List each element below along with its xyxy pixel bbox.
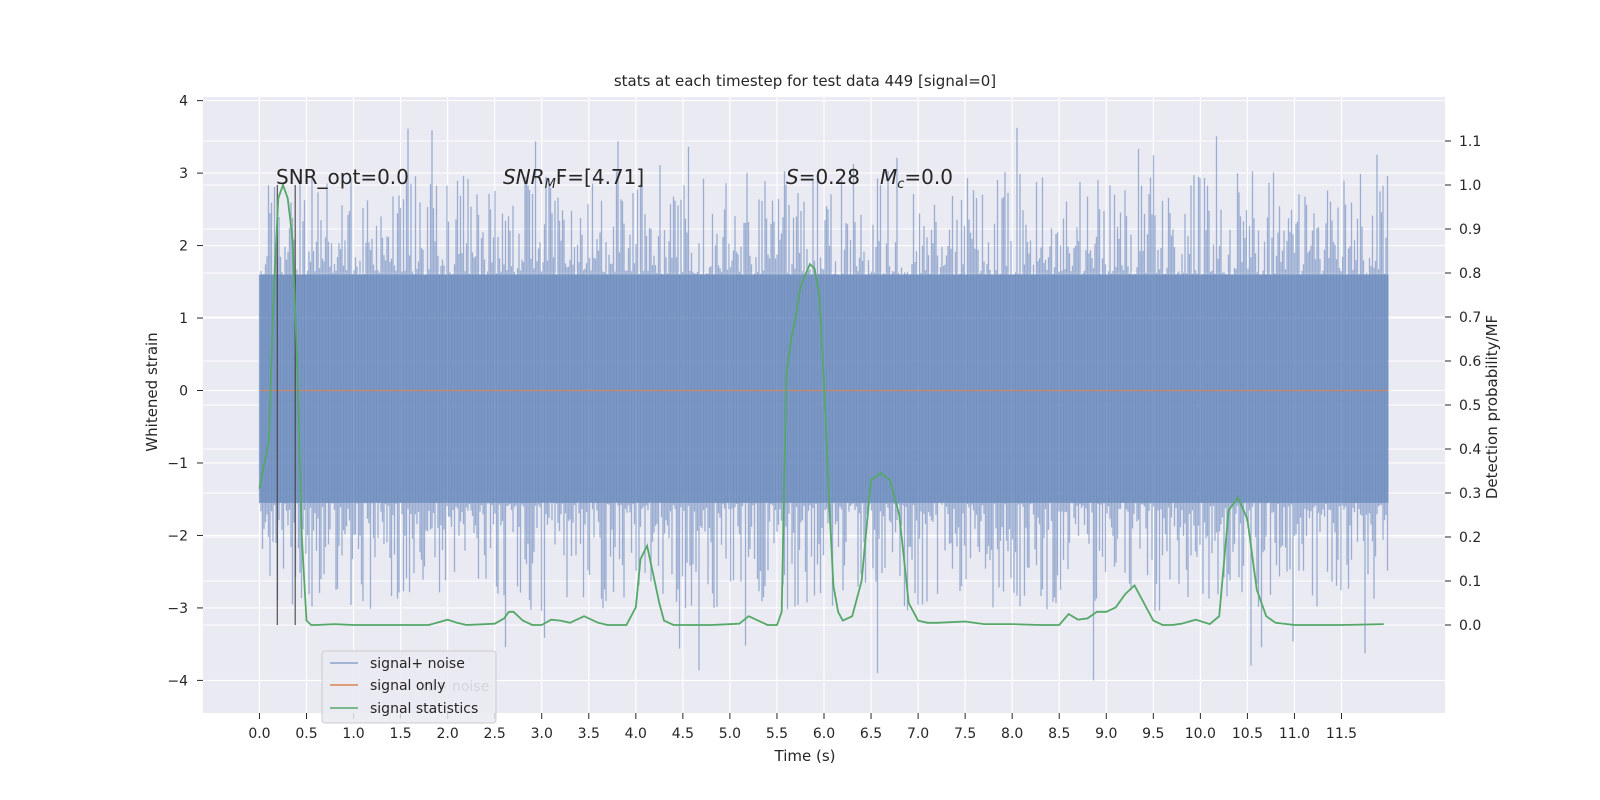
annotation-snr-opt: SNR_opt=0.0 xyxy=(276,165,409,189)
annotation-s-stat: S=0.28 xyxy=(786,165,860,189)
x-tick-label: 2.0 xyxy=(437,726,459,742)
legend-label-signal-noise: signal+ noise xyxy=(370,656,465,672)
y-axis-label: Whitened strain xyxy=(143,332,161,451)
annotation-snr-mf-rest: F=[4.71] xyxy=(556,165,644,189)
chart-title: stats at each timestep for test data 449… xyxy=(614,72,996,90)
annotation-snr-mf: SNRMF=[4.71] xyxy=(503,165,644,192)
x-tick-label: 4.0 xyxy=(625,726,647,742)
x-tick-label: 4.5 xyxy=(672,726,694,742)
y-tick-label: 4 xyxy=(179,94,188,110)
y2-tick-label: 0.0 xyxy=(1459,618,1481,634)
annotation-snr-mf-base: SNR xyxy=(503,165,545,189)
y-tick-label: 0 xyxy=(179,384,188,400)
y-tick-label: 3 xyxy=(179,166,188,182)
y2-tick-label: 0.2 xyxy=(1459,530,1481,546)
x-axis-label: Time (s) xyxy=(774,747,836,765)
y-tick-label: −1 xyxy=(167,456,188,472)
y2-tick-label: 0.3 xyxy=(1459,486,1481,502)
y2-tick-label: 0.4 xyxy=(1459,442,1481,458)
y2-tick-label: 1.0 xyxy=(1459,178,1481,194)
annotation-s-value: =0.28 xyxy=(799,165,860,189)
series-signal-statistics xyxy=(258,182,1384,626)
x-tick-label: 5.0 xyxy=(719,726,741,742)
y-tick-label: −3 xyxy=(167,601,188,617)
annotation-mc-base: M xyxy=(880,165,897,189)
x-tick-label: 6.0 xyxy=(813,726,835,742)
legend-label-signal-statistics: signal statistics xyxy=(370,701,478,717)
x-tick-label: 3.5 xyxy=(578,726,600,742)
annotation-s-label: S xyxy=(786,165,799,189)
y-tick-labels: 4 3 2 1 0 −1 −2 −3 −4 xyxy=(167,94,203,689)
y-tick-label: 1 xyxy=(179,311,188,327)
y-tick-label: 2 xyxy=(179,239,188,255)
y2-tick-label: 0.5 xyxy=(1459,398,1481,414)
y2-tick-label: 0.6 xyxy=(1459,354,1481,370)
x-tick-label: 0.5 xyxy=(295,726,317,742)
y2-tick-label: 0.8 xyxy=(1459,266,1481,282)
noise-trace xyxy=(258,127,1389,681)
x-tick-label: 11.0 xyxy=(1279,726,1310,742)
x-tick-label: 10.0 xyxy=(1185,726,1216,742)
annotation-mc-sub: c xyxy=(897,177,904,192)
y2-axis-label: Detection probability/MF xyxy=(1483,315,1501,499)
vertical-markers xyxy=(276,185,296,625)
legend-ghost-text: nl+ noise xyxy=(423,679,489,695)
x-tick-label: 5.5 xyxy=(766,726,788,742)
y-tick-label: −4 xyxy=(167,673,188,689)
annotation-snr-mf-sub: M xyxy=(545,177,556,192)
annotation-mc: Mc=0.0 xyxy=(880,165,953,192)
x-tick-label: 9.5 xyxy=(1142,726,1164,742)
x-tick-label: 11.5 xyxy=(1326,726,1357,742)
x-tick-label: 2.5 xyxy=(484,726,506,742)
x-tick-label: 0.0 xyxy=(248,726,270,742)
x-tick-label: 1.5 xyxy=(389,726,411,742)
y2-tick-labels: 1.1 1.0 0.9 0.8 0.7 0.6 0.5 0.4 0.3 0.2 0.1 0.0 xyxy=(1445,134,1481,634)
x-tick-label: 10.5 xyxy=(1232,726,1263,742)
legend-label-signal-only: signal only xyxy=(370,678,445,694)
annotation-mc-value: =0.0 xyxy=(904,165,953,189)
y2-tick-label: 0.9 xyxy=(1459,222,1481,238)
y2-tick-label: 1.1 xyxy=(1459,134,1481,150)
x-tick-label: 7.5 xyxy=(954,726,976,742)
legend: nl+ noise signal+ noise signal only sign… xyxy=(321,650,497,724)
y2-tick-label: 0.7 xyxy=(1459,310,1481,326)
x-tick-label: 3.0 xyxy=(531,726,553,742)
y-tick-label: −2 xyxy=(167,528,188,544)
x-tick-label: 9.0 xyxy=(1095,726,1117,742)
x-tick-label: 7.0 xyxy=(907,726,929,742)
x-tick-label: 8.0 xyxy=(1001,726,1023,742)
x-tick-label: 1.0 xyxy=(342,726,364,742)
x-tick-label: 8.5 xyxy=(1048,726,1070,742)
legend-frame xyxy=(321,650,497,724)
y2-tick-label: 0.1 xyxy=(1459,574,1481,590)
x-tick-label: 6.5 xyxy=(860,726,882,742)
x-tick-labels: 0.0 0.5 1.0 1.5 2.0 2.5 3.0 3.5 4.0 4.5 5.0 5.5 6.0 6… xyxy=(248,713,1357,742)
